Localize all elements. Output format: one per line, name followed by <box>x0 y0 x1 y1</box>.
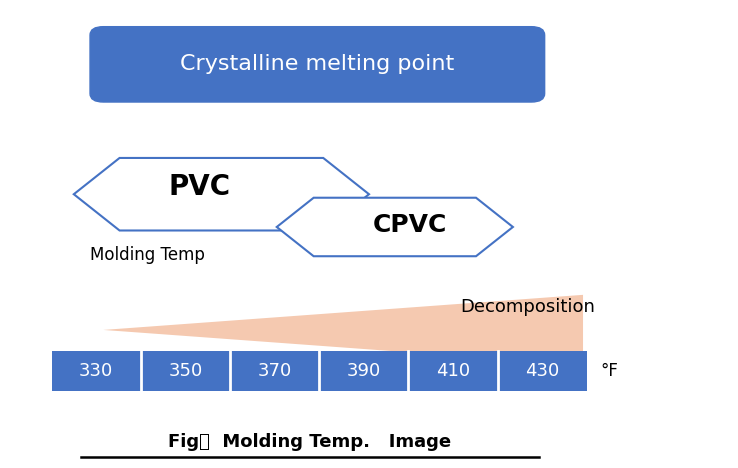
FancyBboxPatch shape <box>90 27 545 102</box>
Polygon shape <box>74 158 369 230</box>
Text: CPVC: CPVC <box>373 212 446 237</box>
Text: 410: 410 <box>436 362 470 380</box>
Text: 330: 330 <box>79 362 114 380</box>
FancyBboxPatch shape <box>52 351 587 391</box>
Text: Fig：  Molding Temp.   Image: Fig： Molding Temp. Image <box>168 433 452 451</box>
Text: Crystalline melting point: Crystalline melting point <box>180 54 455 74</box>
Text: Decomposition: Decomposition <box>461 298 595 315</box>
Text: 390: 390 <box>347 362 381 380</box>
Polygon shape <box>103 295 583 365</box>
Text: 350: 350 <box>168 362 202 380</box>
Polygon shape <box>277 197 513 256</box>
Text: 370: 370 <box>258 362 292 380</box>
Text: Molding Temp: Molding Temp <box>90 246 205 264</box>
Text: 430: 430 <box>525 362 559 380</box>
Text: PVC: PVC <box>168 173 230 201</box>
Text: °F: °F <box>600 362 618 380</box>
